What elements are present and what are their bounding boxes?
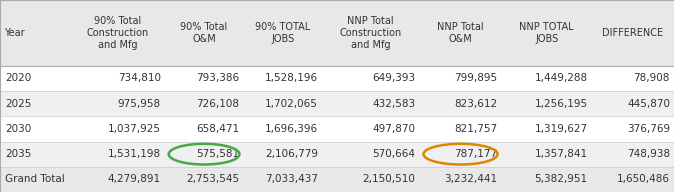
Text: 726,108: 726,108 — [196, 99, 239, 109]
Text: 2,150,510: 2,150,510 — [363, 174, 415, 184]
Text: 1,449,288: 1,449,288 — [534, 74, 588, 84]
Text: 975,958: 975,958 — [117, 99, 160, 109]
Text: 1,696,396: 1,696,396 — [265, 124, 318, 134]
Text: 1,650,486: 1,650,486 — [617, 174, 670, 184]
Text: 2030: 2030 — [5, 124, 32, 134]
Bar — [0, 0, 674, 66]
Text: NNP Total
Construction
and Mfg: NNP Total Construction and Mfg — [340, 16, 402, 50]
Text: 497,870: 497,870 — [372, 124, 415, 134]
Text: 4,279,891: 4,279,891 — [108, 174, 160, 184]
Text: 799,895: 799,895 — [454, 74, 497, 84]
Text: 1,319,627: 1,319,627 — [534, 124, 588, 134]
Text: 90% Total
O&M: 90% Total O&M — [181, 22, 228, 44]
Bar — [0, 167, 674, 192]
Text: 1,256,195: 1,256,195 — [534, 99, 588, 109]
Text: 90% Total
Construction
and Mfg: 90% Total Construction and Mfg — [87, 16, 149, 50]
Text: 823,612: 823,612 — [454, 99, 497, 109]
Text: 821,757: 821,757 — [454, 124, 497, 134]
Text: DIFFERENCE: DIFFERENCE — [603, 28, 663, 38]
Text: 2,106,779: 2,106,779 — [265, 149, 318, 159]
Text: 793,386: 793,386 — [196, 74, 239, 84]
Text: 1,528,196: 1,528,196 — [265, 74, 318, 84]
Text: 432,583: 432,583 — [372, 99, 415, 109]
Text: 1,702,065: 1,702,065 — [265, 99, 318, 109]
Text: Grand Total: Grand Total — [5, 174, 65, 184]
Text: 575,581: 575,581 — [196, 149, 239, 159]
Text: 1,531,198: 1,531,198 — [108, 149, 160, 159]
Text: 570,664: 570,664 — [372, 149, 415, 159]
Text: 649,393: 649,393 — [372, 74, 415, 84]
Text: 5,382,951: 5,382,951 — [534, 174, 588, 184]
Text: 787,177: 787,177 — [454, 149, 497, 159]
Bar — [0, 66, 674, 91]
Text: 658,471: 658,471 — [196, 124, 239, 134]
Bar — [0, 142, 674, 167]
Text: 7,033,437: 7,033,437 — [265, 174, 318, 184]
Text: 3,232,441: 3,232,441 — [445, 174, 497, 184]
Text: 445,870: 445,870 — [627, 99, 670, 109]
Text: 734,810: 734,810 — [118, 74, 160, 84]
Bar — [0, 116, 674, 142]
Text: NNP TOTAL
JOBS: NNP TOTAL JOBS — [520, 22, 574, 44]
Text: 2020: 2020 — [5, 74, 32, 84]
Text: 90% TOTAL
JOBS: 90% TOTAL JOBS — [255, 22, 310, 44]
Text: 2,753,545: 2,753,545 — [186, 174, 239, 184]
Text: NNP Total
O&M: NNP Total O&M — [437, 22, 484, 44]
Text: Year: Year — [4, 28, 25, 38]
Text: 2035: 2035 — [5, 149, 32, 159]
Text: 78,908: 78,908 — [634, 74, 670, 84]
Text: 1,357,841: 1,357,841 — [534, 149, 588, 159]
Text: 748,938: 748,938 — [627, 149, 670, 159]
Text: 1,037,925: 1,037,925 — [108, 124, 160, 134]
Bar — [0, 91, 674, 116]
Text: 376,769: 376,769 — [627, 124, 670, 134]
Text: 2025: 2025 — [5, 99, 32, 109]
